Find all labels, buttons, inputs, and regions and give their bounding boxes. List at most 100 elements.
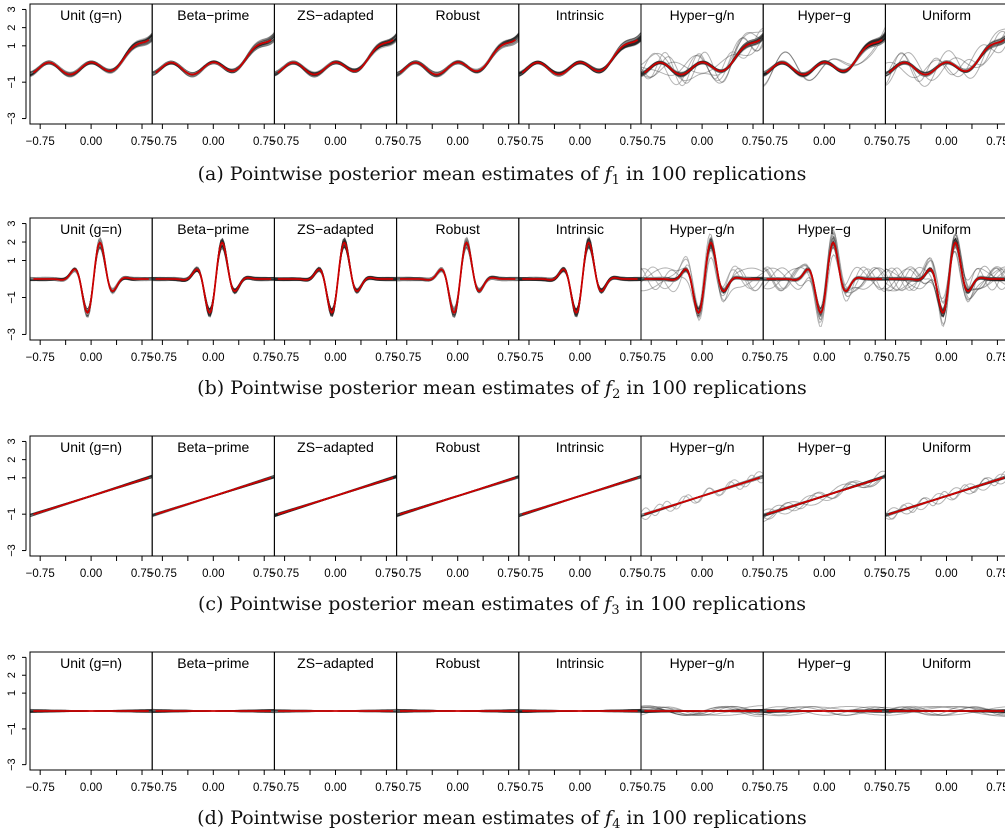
replication-line xyxy=(30,34,153,77)
replication-line xyxy=(274,35,397,75)
panel-title: Robust xyxy=(436,655,480,671)
x-tick-label: −0.75 xyxy=(637,136,666,148)
replication-line xyxy=(763,473,886,523)
replication-line xyxy=(152,33,275,77)
replication-line xyxy=(518,33,641,77)
replication-line xyxy=(396,34,519,76)
replication-line xyxy=(763,470,886,520)
replication-line xyxy=(152,33,275,77)
replication-line xyxy=(152,34,275,76)
x-tick-label: 0.00 xyxy=(569,136,591,148)
x-tick-label: 0.00 xyxy=(202,782,224,794)
replication-line xyxy=(30,36,153,75)
replication-line xyxy=(274,36,397,76)
x-tick-label: 0.75 xyxy=(620,136,642,148)
replication-line xyxy=(30,34,153,77)
panel-intrinsic: Intrinsic −0.75 0.00 0.75 xyxy=(514,3,642,148)
x-tick-label: −0.75 xyxy=(392,136,421,148)
y-tick-label: −1 xyxy=(6,723,18,736)
x-tick-label: 0.75 xyxy=(375,136,397,148)
panel-beta-prime: Beta−prime −0.75 0.00 0.75 xyxy=(148,217,275,364)
replication-line xyxy=(518,36,641,74)
replication-lines xyxy=(518,474,641,518)
replication-line xyxy=(274,37,397,75)
replication-lines xyxy=(763,229,886,327)
replication-line xyxy=(152,33,275,76)
x-tick-label: 0.75 xyxy=(375,568,397,580)
replication-line xyxy=(641,34,764,76)
panel-hyper-g-n: Hyper−g/n −0.75 0.00 0.75 xyxy=(637,3,764,148)
panel-title: Unit (g=n) xyxy=(60,439,122,455)
replication-line xyxy=(885,233,1005,328)
replication-line xyxy=(641,33,764,76)
replication-lines xyxy=(30,236,153,318)
replication-line xyxy=(518,31,641,76)
replication-line xyxy=(152,35,275,76)
x-tick-label: 0.75 xyxy=(620,352,642,364)
panel-title: Uniform xyxy=(922,655,971,671)
replication-line xyxy=(518,36,641,76)
replication-line xyxy=(274,37,397,75)
replication-line xyxy=(396,33,519,77)
panel-robust: Robust −0.75 0.00 0.75 xyxy=(392,3,520,148)
replication-line xyxy=(885,31,1005,86)
replication-lines xyxy=(274,474,397,518)
panel-title: Hyper−g xyxy=(798,221,851,237)
replication-line xyxy=(30,35,153,76)
replication-line xyxy=(30,32,153,78)
x-tick-label: 0.75 xyxy=(375,782,397,794)
y-tick-label: 1 xyxy=(6,43,18,49)
figure-caption: (b) Pointwise posterior mean estimates o… xyxy=(197,377,807,402)
replication-line xyxy=(763,26,886,88)
x-tick-label: 0.00 xyxy=(935,568,957,580)
replication-line xyxy=(274,35,397,77)
replication-line xyxy=(763,706,886,716)
replication-line xyxy=(763,33,886,78)
replication-line xyxy=(274,35,397,77)
replication-line xyxy=(763,34,886,77)
replication-line xyxy=(885,41,1005,76)
replication-line xyxy=(396,35,519,77)
x-tick-label: −0.75 xyxy=(637,568,666,580)
replication-line xyxy=(274,35,397,77)
replication-line xyxy=(30,35,153,76)
replication-line xyxy=(885,473,1005,520)
x-tick-label: 0.75 xyxy=(620,568,642,580)
panel-beta-prime: Beta−prime −0.75 0.00 0.75 xyxy=(148,435,275,580)
replication-lines xyxy=(518,236,641,318)
replication-line xyxy=(274,34,397,77)
panel-title: ZS−adapted xyxy=(297,439,374,455)
replication-line xyxy=(396,34,519,76)
panel-hyper-g: Hyper−g −0.75 0.00 0.75 xyxy=(759,3,886,148)
panel-zs-adapted: ZS−adapted −0.75 0.00 0.75 xyxy=(270,651,398,794)
replication-line xyxy=(274,36,397,75)
x-tick-label: −0.75 xyxy=(881,136,910,148)
replication-line xyxy=(396,33,519,76)
x-tick-label: −0.75 xyxy=(270,352,299,364)
replication-line xyxy=(518,34,641,77)
replication-line xyxy=(763,233,886,310)
x-tick-label: 0.75 xyxy=(864,782,886,794)
x-tick-label: −0.75 xyxy=(148,352,177,364)
y-tick-label: 3 xyxy=(6,438,18,444)
replication-lines xyxy=(152,237,275,318)
replication-line xyxy=(30,35,153,77)
replication-lines xyxy=(885,471,1005,520)
replication-lines xyxy=(518,31,641,77)
replication-line xyxy=(274,34,397,76)
replication-line xyxy=(518,34,641,77)
x-tick-label: 0.75 xyxy=(131,136,153,148)
true-function-line xyxy=(521,39,639,76)
replication-line xyxy=(396,35,519,76)
replication-line xyxy=(763,30,886,86)
x-tick-label: 0.75 xyxy=(497,782,519,794)
replication-line xyxy=(152,36,275,77)
panel-beta-prime: Beta−prime −0.75 0.00 0.75 xyxy=(148,651,275,794)
replication-line xyxy=(396,36,519,75)
panel-title: Unit (g=n) xyxy=(60,7,122,23)
replication-lines xyxy=(152,708,275,714)
x-tick-label: 0.75 xyxy=(986,352,1005,364)
x-tick-label: −0.75 xyxy=(881,352,910,364)
y-axis: 3 2 1 −1 −3 xyxy=(6,6,27,125)
